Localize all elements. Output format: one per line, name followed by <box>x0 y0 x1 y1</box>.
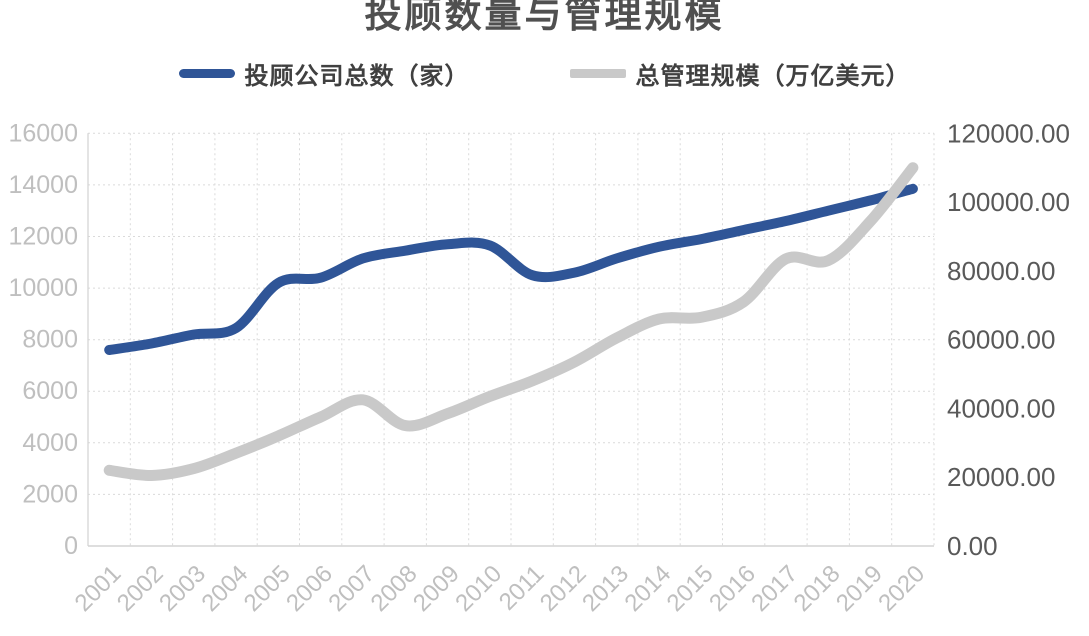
legend-line-swatch-gray <box>569 69 626 78</box>
y-axis-right-tick-label: 100000.00 <box>947 187 1070 217</box>
y-axis-right-tick-label: 80000.00 <box>947 256 1055 286</box>
x-axis-tick-label: 2011 <box>494 560 550 616</box>
x-axis-tick-label: 2005 <box>239 560 296 617</box>
y-axis-right-tick-label: 60000.00 <box>947 325 1055 355</box>
chart-legend: 投顾公司总数（家） 总管理规模（万亿美元） <box>0 56 1089 91</box>
y-axis-right-tick-label: 20000.00 <box>947 462 1055 492</box>
x-axis-tick-label: 2014 <box>619 560 676 617</box>
x-axis-tick-label: 2019 <box>831 560 888 617</box>
horizontal-gridlines <box>88 132 934 495</box>
y-axis-left-tick-label: 6000 <box>22 377 78 405</box>
legend-label-aum: 总管理规模（万亿美元） <box>635 64 911 90</box>
y-axis-left-tick-label: 10000 <box>8 274 78 302</box>
x-axis-tick-label: 2020 <box>873 560 930 617</box>
x-axis-tick-label: 2003 <box>154 560 211 617</box>
x-axis-tick-label: 2012 <box>535 560 592 617</box>
x-axis-tick-label: 2016 <box>704 560 761 617</box>
x-axis-tick-label: 2006 <box>281 560 338 617</box>
x-axis-tick-label: 2001 <box>70 560 127 617</box>
y-axis-left-tick-label: 16000 <box>8 119 78 147</box>
x-axis-tick-label: 2015 <box>662 560 719 617</box>
x-axis-tick-label: 2002 <box>112 560 169 617</box>
legend-line-swatch-blue <box>178 69 235 78</box>
series-line-aum <box>103 162 919 481</box>
x-axis-tick-label: 2007 <box>323 560 380 617</box>
y-axis-left-tick-label: 0 <box>64 532 78 560</box>
legend-item-aum: 总管理规模（万亿美元） <box>569 56 911 91</box>
y-axis-right-tick-label: 40000.00 <box>947 393 1055 423</box>
y-axis-right-tick-labels: 0.00 20000.00 40000.00 60000.00 80000.00 1000… <box>947 118 1070 561</box>
y-axis-right-tick-label: 120000.00 <box>947 118 1070 148</box>
x-axis-tick-label: 2009 <box>408 560 465 617</box>
y-axis-left-tick-label: 4000 <box>22 429 78 457</box>
x-axis-tick-label: 2008 <box>366 560 423 617</box>
legend-item-advisor-count: 投顾公司总数（家） <box>178 56 470 91</box>
y-axis-left-tick-labels: 0 2000 4000 6000 8000 10000 12000 14000 16000 <box>8 119 78 560</box>
y-axis-left-tick-label: 12000 <box>8 223 78 251</box>
y-axis-right-tick-label: 0.00 <box>947 531 998 561</box>
chart-title: 投顾数量与管理规模 <box>364 0 725 36</box>
y-axis-left-tick-label: 8000 <box>22 326 78 354</box>
x-axis-tick-label: 2004 <box>196 560 253 617</box>
series-line-advisor-count <box>104 183 918 355</box>
y-axis-left-tick-label: 2000 <box>22 480 78 508</box>
x-axis-tick-label: 2017 <box>746 560 803 617</box>
x-axis-tick-label: 2013 <box>577 560 634 617</box>
legend-label-advisor-count: 投顾公司总数（家） <box>244 64 470 90</box>
y-axis-left-tick-label: 14000 <box>8 171 78 199</box>
x-axis-tick-label: 2010 <box>450 560 507 617</box>
x-axis-tick-labels: 2001200220032004200520062007200820092010… <box>70 560 931 617</box>
x-axis-tick-label: 2018 <box>789 560 846 617</box>
